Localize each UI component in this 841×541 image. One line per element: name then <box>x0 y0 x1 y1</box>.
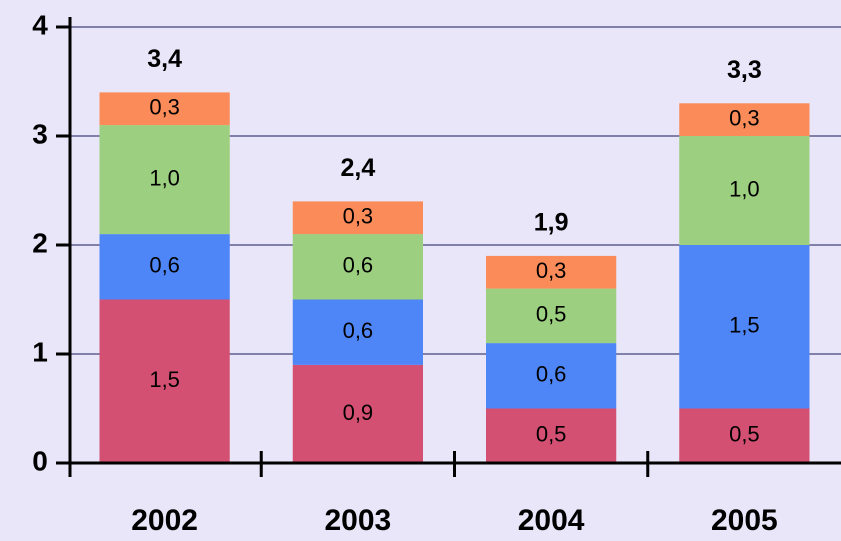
segment-label: 0,3 <box>343 204 374 229</box>
segment-label: 0,6 <box>343 253 374 278</box>
segment-label: 1,0 <box>149 165 180 190</box>
y-tick-label: 3 <box>32 118 48 149</box>
bar-segment <box>292 234 424 300</box>
segment-label: 0,6 <box>149 253 180 278</box>
total-label: 3,4 <box>147 45 182 73</box>
segment-label: 0,6 <box>343 318 374 343</box>
bar-segment <box>485 288 617 344</box>
y-tick-label: 0 <box>32 445 48 476</box>
bar-segment <box>485 408 617 463</box>
segment-label: 0,3 <box>729 105 760 130</box>
total-label: 2,4 <box>340 154 375 182</box>
segment-label: 1,5 <box>729 313 760 338</box>
bar-segment <box>679 103 810 136</box>
segment-label: 1,5 <box>149 367 180 392</box>
segment-label: 0,5 <box>729 422 760 447</box>
y-tick-label: 4 <box>32 9 48 40</box>
bar-segment <box>292 299 424 365</box>
bar-segment <box>99 234 230 300</box>
bar-segment <box>292 364 424 463</box>
segment-label: 0,3 <box>536 258 567 283</box>
segment-label: 0,5 <box>536 302 567 327</box>
x-tick-label: 2004 <box>518 504 585 537</box>
segment-label: 0,3 <box>149 95 180 120</box>
x-tick-label: 2002 <box>131 504 198 537</box>
y-tick-label: 1 <box>32 336 48 367</box>
segment-label: 1,0 <box>729 176 760 201</box>
bar-segment <box>99 299 230 463</box>
total-label: 1,9 <box>534 209 569 237</box>
total-label: 3,3 <box>727 56 762 84</box>
bar-segment <box>99 92 230 126</box>
bar-segment <box>679 136 810 245</box>
x-tick-label: 2003 <box>325 504 392 537</box>
segment-label: 0,6 <box>536 362 567 387</box>
bar-segment <box>679 245 810 409</box>
bar-segment <box>679 408 810 463</box>
bar-segment <box>485 255 617 289</box>
bar-segment <box>485 343 617 409</box>
bar-segment <box>99 125 230 235</box>
segment-label: 0,5 <box>536 422 567 447</box>
bar-segment <box>292 201 424 235</box>
y-tick-label: 2 <box>32 227 48 258</box>
x-tick-label: 2005 <box>711 504 778 537</box>
segment-label: 0,9 <box>343 400 374 425</box>
